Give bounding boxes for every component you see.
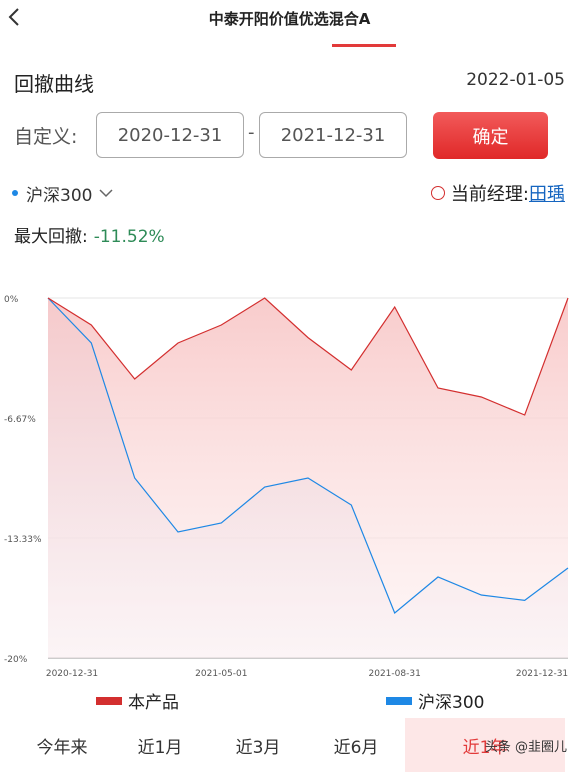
title-underline xyxy=(332,44,396,47)
tab-1m[interactable]: 近1月 xyxy=(137,737,183,758)
benchmark-selector[interactable]: 沪深300 xyxy=(12,180,114,206)
watermark: 头条 @韭圈儿 xyxy=(484,740,567,755)
y-tick-label: -20% xyxy=(4,655,28,665)
custom-range-label: 自定义: xyxy=(14,126,78,148)
benchmark-label: 沪深300 xyxy=(26,185,93,206)
y-tick-label: -13.33% xyxy=(4,535,42,545)
max-drawdown-label: 最大回撤: xyxy=(14,227,88,247)
y-tick-label: -6.67% xyxy=(4,415,36,425)
max-drawdown: 最大回撤: -11.52% xyxy=(14,222,165,247)
tab-1y[interactable]: 近1年 xyxy=(405,718,565,772)
drawdown-chart[interactable]: 0% -6.67% -13.33% -20% 2020-12-31 2021-05-01 2… xyxy=(0,288,579,684)
manager-label: 当前经理: xyxy=(450,184,529,205)
section-title: 回撤曲线 xyxy=(14,72,94,96)
tab-6m[interactable]: 近6月 xyxy=(333,737,379,758)
legend-benchmark-label: 沪深300 xyxy=(418,693,485,713)
x-tick-label: 2021-08-31 xyxy=(369,669,421,679)
x-tick-label: 2021-12-31 xyxy=(516,669,568,679)
legend-swatch-benchmark xyxy=(386,696,412,705)
legend-product-label: 本产品 xyxy=(128,693,179,713)
current-date: 2022-01-05 xyxy=(466,70,565,90)
benchmark-dot-icon xyxy=(12,190,18,196)
tab-3m[interactable]: 近3月 xyxy=(235,737,281,758)
legend-swatch-product xyxy=(96,696,122,705)
x-tick-label: 2021-05-01 xyxy=(195,669,247,679)
end-date-input[interactable]: 2021-12-31 xyxy=(259,112,407,158)
chevron-down-icon xyxy=(99,189,113,198)
period-tabs: 今年来 近1月 近3月 近6月 近1年 xyxy=(0,718,579,772)
back-arrow-icon[interactable] xyxy=(4,6,26,28)
legend-product: 本产品 xyxy=(96,688,179,713)
start-date-input[interactable]: 2020-12-31 xyxy=(96,112,244,158)
manager-info: 当前经理: 田瑀 xyxy=(430,180,565,206)
manager-circle-icon xyxy=(430,186,445,200)
y-tick-label: 0% xyxy=(4,295,19,305)
range-separator: - xyxy=(248,122,255,143)
legend-benchmark: 沪深300 xyxy=(386,688,484,713)
manager-name-link[interactable]: 田瑀 xyxy=(529,184,565,205)
max-drawdown-value: -11.52% xyxy=(93,227,165,247)
tab-ytd[interactable]: 今年来 xyxy=(36,737,88,758)
confirm-button[interactable]: 确定 xyxy=(433,112,548,159)
x-tick-label: 2020-12-31 xyxy=(46,669,98,679)
page-title: 中泰开阳价值优选混合A xyxy=(208,10,371,28)
